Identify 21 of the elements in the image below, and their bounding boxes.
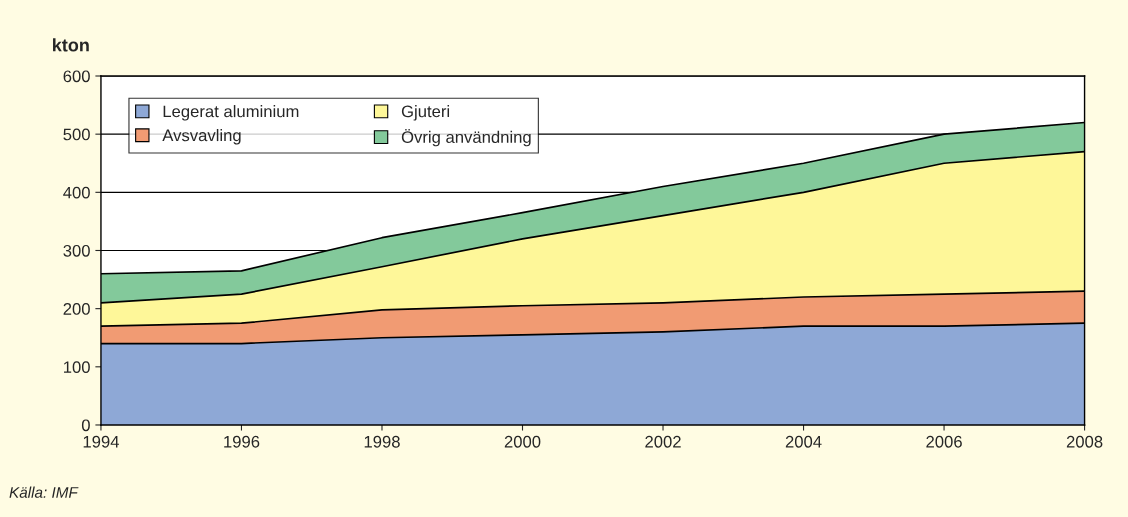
x-tick-label: 1998 [364,435,400,448]
x-tick-label: 2006 [926,435,962,448]
y-tick-label: 0 [81,419,90,432]
y-axis-title: kton [53,38,89,52]
legend-label: Avsvavling [162,129,241,145]
x-tick-label: 2004 [785,435,822,448]
y-tick-label: 500 [63,128,90,141]
legend-label: Övrig användning [401,128,531,147]
y-tick-label: 200 [63,303,90,315]
text: Källa: IMF [9,486,79,498]
y-tick-label: 300 [63,244,90,257]
y-tick-label: 400 [63,186,90,199]
x-tick-label: 1996 [224,435,260,448]
x-tick-label: 2008 [1066,435,1103,448]
y-tick-label: 600 [63,70,90,83]
legend-label: Gjuteri [401,105,450,121]
x-tick-label: 1994 [83,435,120,448]
x-tick-label: 2002 [645,435,681,448]
x-tick-label: 2000 [504,435,541,448]
y-tick-label: 100 [64,361,90,374]
legend-label: Legerat aluminium [163,105,299,121]
